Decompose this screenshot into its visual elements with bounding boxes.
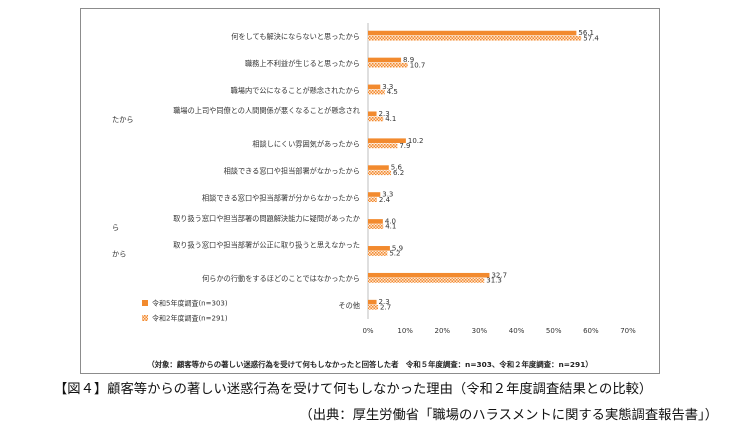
category-label: 取り扱う窓口や担当部署が公正に取り扱うと思えなかった — [173, 241, 360, 250]
data-label: 31.3 — [486, 277, 502, 285]
bar-r5 — [368, 111, 377, 117]
chart-frame: 何をしても解決にならないと思ったから 56.1 57.4 職務上不利益が生じると思った… — [80, 8, 660, 374]
bar-r5 — [368, 219, 383, 224]
bar-r5 — [368, 165, 389, 170]
bar-r2 — [368, 278, 485, 283]
category-label: 職務上不利益が生じると思ったから — [245, 59, 360, 68]
bar-r5 — [368, 246, 390, 251]
bar-r5 — [368, 192, 381, 197]
data-label: 2.3 — [379, 110, 390, 118]
bar-r5 — [368, 57, 402, 63]
data-label: 4.1 — [385, 223, 396, 231]
category-label: たから — [112, 115, 134, 124]
x-tick-label: 20% — [435, 327, 451, 335]
data-label: 5.6 — [391, 164, 403, 172]
bar-r2 — [368, 35, 582, 41]
category-label: 何をしても解決にならないと思ったから — [231, 32, 360, 41]
data-label: 32.7 — [491, 271, 507, 279]
figure-source: （出典：厚生労働省「職場のハラスメントに関する実態調査報告書」） — [299, 408, 718, 423]
data-label: 2.3 — [379, 298, 390, 306]
data-label: 4.5 — [387, 88, 398, 96]
x-tick-label: 30% — [472, 327, 488, 335]
legend-label: 令和2年度調査(n=291) — [152, 314, 228, 323]
data-label: 4.1 — [385, 115, 396, 123]
bar-r5 — [368, 272, 490, 278]
bar-r2 — [368, 197, 377, 203]
bar-r5 — [368, 299, 377, 305]
x-tick-label: 0% — [362, 327, 373, 335]
legend: 令和5年度調査(n=303) 令和2年度調査(n=291) — [142, 299, 228, 323]
data-label: 10.2 — [408, 137, 424, 145]
data-label: 2.7 — [380, 303, 391, 311]
category-label: 何らかの行動をするほどのことではなかったから — [202, 274, 360, 283]
legend-label: 令和5年度調査(n=303) — [152, 299, 228, 308]
category-label: ら — [112, 223, 119, 232]
x-tick-label: 40% — [509, 327, 525, 335]
bar-r2 — [368, 305, 379, 310]
bar-r2 — [368, 224, 384, 229]
x-tick-label: 60% — [583, 327, 599, 335]
data-label: 5.2 — [389, 250, 400, 258]
category-label: 相談できる窓口や担当部署が分からなかったから — [202, 193, 360, 202]
data-label: 5.9 — [392, 244, 403, 252]
legend-swatch — [142, 300, 148, 306]
category-label: 相談しにくい雰囲気があったから — [252, 140, 360, 149]
bar-chart: 何をしても解決にならないと思ったから 56.157.4 職務上不利益が生じると思った… — [112, 23, 636, 335]
bar-r2 — [368, 62, 408, 68]
x-tick-label: 50% — [546, 327, 562, 335]
data-label: 56.1 — [578, 29, 594, 37]
bar-r5 — [368, 84, 381, 90]
bar-r2 — [368, 143, 398, 149]
category-label: 相談できる窓口や担当部署がなかったから — [224, 167, 360, 176]
category-label: 職場の上司や同僚との人間関係が悪くなることが懸念され — [173, 106, 360, 115]
data-label: 7.9 — [399, 142, 410, 150]
data-label: 2.4 — [379, 196, 391, 204]
legend-swatch — [142, 315, 148, 321]
data-label: 10.7 — [410, 61, 426, 69]
category-label: その他 — [338, 301, 360, 310]
figure-caption: 【図４】顧客等からの著しい迷惑行為を受けて何もしなかった理由（令和２年度調査結果… — [54, 382, 653, 397]
data-label: 57.4 — [583, 34, 599, 42]
x-tick-label: 70% — [620, 327, 636, 335]
data-label: 6.2 — [393, 169, 404, 177]
category-label: 取り扱う窓口や担当部署の問題解決能力に疑問があったか — [173, 214, 360, 223]
category-label: 職場内で公になることが懸念されたから — [231, 86, 360, 95]
bar-r2 — [368, 89, 385, 95]
x-tick-label: 10% — [397, 327, 413, 335]
plot-area: 何をしても解決にならないと思ったから 56.157.4 職務上不利益が生じると思った… — [112, 23, 636, 335]
data-label: 3.3 — [382, 83, 393, 91]
chart-note: （対象：顧客等からの著しい迷惑行為を受けて何もしなかったと回答した者 令和５年度… — [147, 360, 593, 369]
bar-r5 — [368, 138, 406, 143]
category-label: から — [112, 250, 126, 259]
bar-r5 — [368, 30, 577, 36]
bar-r2 — [368, 116, 384, 122]
data-label: 3.3 — [382, 191, 393, 199]
data-label: 4.0 — [385, 218, 396, 226]
bar-r2 — [368, 251, 388, 256]
data-label: 8.9 — [403, 56, 414, 64]
bar-r2 — [368, 170, 392, 176]
